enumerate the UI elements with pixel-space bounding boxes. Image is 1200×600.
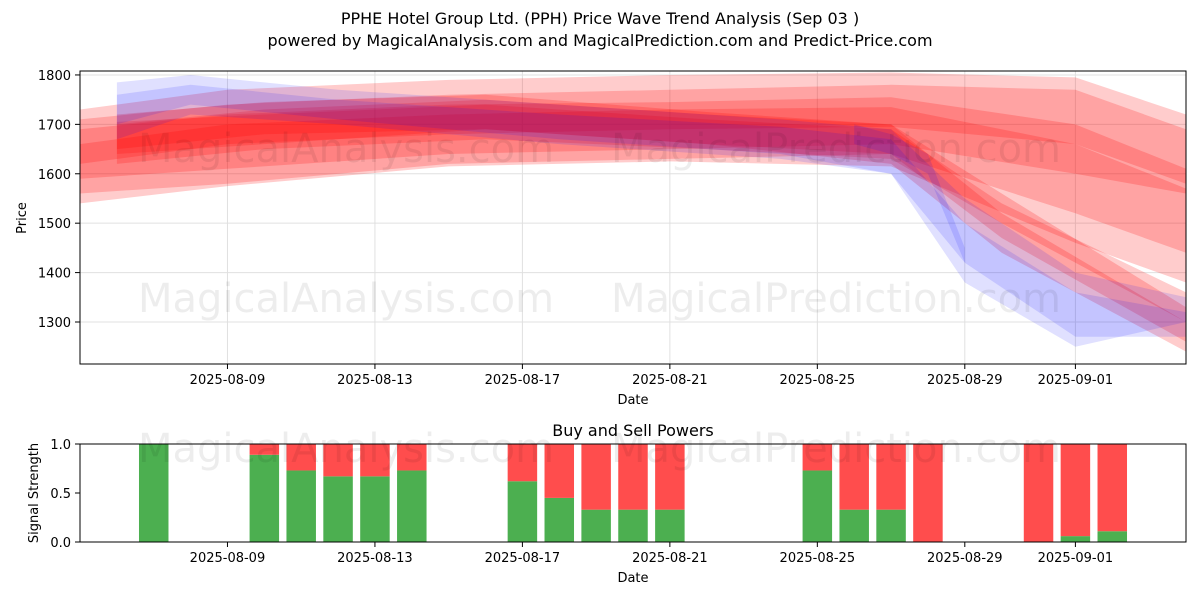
- sell-wave-band: [80, 84, 1186, 194]
- sell-power-bar: [839, 444, 869, 510]
- sell-wave-band: [116, 104, 1186, 322]
- price-plot: MagicalAnalysis.com MagicalPrediction.co…: [15, 69, 1187, 408]
- price-x-tick-label: 2025-08-21: [632, 373, 708, 388]
- sell-power-bar: [1060, 444, 1091, 537]
- signal-y-axis-label: Signal Strength: [27, 443, 42, 543]
- signal-x-tick-label: 2025-08-17: [485, 551, 561, 566]
- buy-power-bar: [286, 470, 316, 542]
- buy-power-bar: [138, 444, 169, 542]
- sell-power-bar: [507, 444, 538, 482]
- price-x-tick-label: 2025-08-09: [190, 373, 266, 388]
- signal-plot-title: Buy and Sell Powers: [552, 421, 714, 440]
- sell-power-bar: [397, 444, 427, 471]
- price-x-tick-label: 2025-08-17: [485, 373, 561, 388]
- chart-title: PPHE Hotel Group Ltd. (PPH) Price Wave T…: [340, 9, 860, 28]
- signal-x-ticks: 2025-08-09 2025-08-13 2025-08-17 2025-08-21…: [190, 542, 1113, 566]
- price-x-axis-label: Date: [617, 393, 648, 408]
- signal-plot: Buy and Sell Powers MagicalAnalysis.com …: [27, 421, 1187, 586]
- buy-wave-bands: [116, 75, 1186, 347]
- price-y-tick-label: 1700: [38, 118, 71, 133]
- buy-power-bar: [618, 509, 648, 542]
- buy-power-bar: [839, 509, 869, 542]
- price-y-tick-label: 1600: [38, 168, 71, 183]
- signal-x-tick-label: 2025-08-29: [927, 551, 1003, 566]
- price-y-axis-label: Price: [15, 202, 30, 234]
- price-plot-frame: [79, 70, 1187, 365]
- buy-power-bar: [249, 454, 280, 542]
- signal-x-tick-label: 2025-08-09: [190, 551, 266, 566]
- watermark-left-top: MagicalAnalysis.com: [138, 126, 554, 172]
- price-grid: [80, 71, 1186, 364]
- watermark-right-middle: MagicalPrediction.com: [611, 276, 1061, 322]
- signal-y-tick-label: 0.0: [50, 536, 71, 551]
- buy-power-bar: [323, 476, 353, 542]
- price-y-tick-label: 1800: [38, 69, 71, 84]
- signal-x-tick-label: 2025-08-21: [632, 551, 708, 566]
- price-x-ticks: 2025-08-09 2025-08-13 2025-08-17 2025-08-21…: [190, 364, 1113, 388]
- watermark-left-bottom: MagicalAnalysis.com: [138, 426, 554, 472]
- watermark-right-top: MagicalPrediction.com: [611, 126, 1061, 172]
- sell-power-bar: [249, 444, 280, 455]
- sell-wave-band: [80, 107, 1186, 283]
- sell-wave-band: [116, 94, 1186, 342]
- sell-power-bar: [360, 444, 390, 477]
- buy-power-bar: [397, 470, 427, 542]
- sell-power-bar: [544, 444, 575, 498]
- sell-power-bar: [618, 444, 648, 510]
- signal-y-ticks: 0.0 0.5 1.0: [50, 438, 80, 551]
- sell-wave-band: [80, 97, 1186, 253]
- buy-wave-band: [116, 75, 1186, 347]
- price-x-tick-label: 2025-08-29: [927, 373, 1003, 388]
- buy-power-bar: [876, 509, 906, 542]
- sell-wave-band: [116, 99, 1186, 352]
- watermark-left-middle: MagicalAnalysis.com: [138, 276, 554, 322]
- sell-wave-band: [80, 72, 1186, 184]
- sell-power-bar: [1023, 444, 1054, 542]
- sell-wave-bands: [80, 72, 1186, 352]
- buy-power-bar: [1097, 531, 1128, 542]
- price-y-tick-label: 1300: [38, 316, 71, 331]
- sell-power-bar: [286, 444, 316, 471]
- signal-x-tick-label: 2025-08-25: [780, 551, 856, 566]
- signal-bars: [138, 444, 1128, 542]
- watermark-right-bottom: MagicalPrediction.com: [611, 426, 1061, 472]
- sell-power-bar: [876, 444, 906, 510]
- sell-power-bar: [802, 444, 833, 471]
- price-y-ticks: 1300 1400 1500 1600 1700 1800: [38, 69, 80, 331]
- signal-y-tick-label: 0.5: [50, 487, 71, 502]
- signal-x-axis-label: Date: [617, 571, 648, 586]
- buy-power-bar: [802, 470, 833, 542]
- signal-y-tick-label: 1.0: [50, 438, 71, 453]
- buy-power-bar: [655, 509, 685, 542]
- chart-subtitle: powered by MagicalAnalysis.com and Magic…: [267, 31, 933, 50]
- sell-power-bar: [323, 444, 353, 477]
- buy-power-bar: [581, 509, 611, 542]
- price-x-tick-label: 2025-08-25: [780, 373, 856, 388]
- sell-power-bar: [1097, 444, 1128, 532]
- buy-power-bar: [1060, 536, 1091, 542]
- buy-wave-band: [116, 84, 1186, 337]
- sell-power-bar: [581, 444, 611, 510]
- sell-power-bar: [655, 444, 685, 510]
- buy-power-bar: [360, 476, 390, 542]
- price-y-tick-label: 1400: [38, 267, 71, 282]
- sell-power-bar: [913, 444, 943, 542]
- buy-power-bar: [507, 481, 538, 542]
- price-plot-background: [80, 71, 1186, 364]
- price-x-tick-label: 2025-08-13: [337, 373, 413, 388]
- price-y-tick-label: 1500: [38, 217, 71, 232]
- signal-x-tick-label: 2025-08-13: [337, 551, 413, 566]
- signal-x-tick-label: 2025-09-01: [1038, 551, 1114, 566]
- buy-power-bar: [544, 497, 575, 542]
- buy-wave-band: [854, 124, 965, 263]
- price-x-tick-label: 2025-09-01: [1038, 373, 1114, 388]
